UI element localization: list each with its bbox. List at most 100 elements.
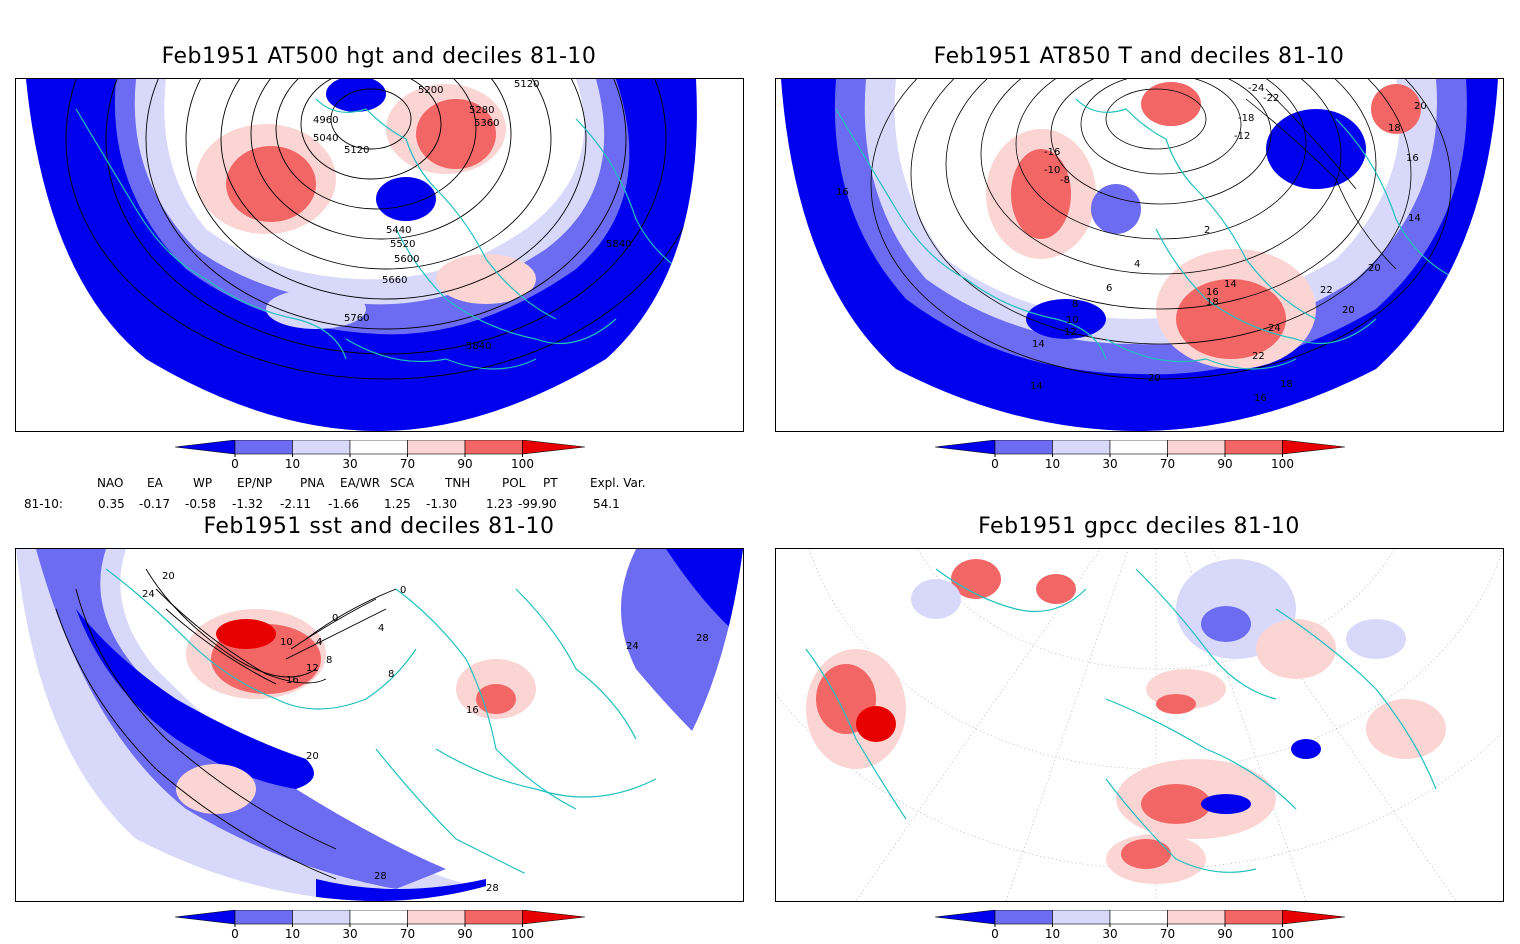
colorbar-segment: [234, 909, 293, 925]
contour-label: 20: [1368, 263, 1381, 274]
colorbar-segment: [292, 909, 351, 925]
contour-label: 24: [142, 589, 155, 600]
contour-label: 16: [1406, 153, 1419, 164]
index-header-tnh: TNH: [445, 476, 471, 490]
index-header-eawr: EA/WR: [340, 476, 381, 490]
contour-label: -8: [1060, 175, 1070, 186]
contour-label: 14: [1032, 339, 1045, 350]
contour-label: 5280: [469, 105, 494, 116]
contour-label: 22: [1320, 285, 1333, 296]
colorbar-segment: [1282, 439, 1346, 455]
contour-label: 16: [286, 675, 299, 686]
index-value-nao: 0.35: [98, 497, 125, 511]
index-header-sca: SCA: [390, 476, 415, 490]
index-header-ea: EA: [147, 476, 163, 490]
contour-label: 8: [388, 669, 394, 680]
colorbar-tick-label: 100: [511, 457, 534, 471]
contour-label: 14: [1408, 213, 1421, 224]
index-value-expl-var: 54.1: [593, 497, 620, 511]
contour-label: 5520: [390, 239, 415, 250]
colorbar-tick-label: 30: [342, 457, 357, 471]
contour-label: 4: [1134, 259, 1140, 270]
contour-label: -18: [1238, 113, 1254, 124]
colorbar-segment: [234, 439, 293, 455]
index-row-label: 81-10:: [24, 497, 63, 511]
map-panel-hgt500: 5120 5200 4960 5280 5040 5360 5120 5440 …: [15, 78, 744, 432]
contour-label: 5120: [514, 79, 539, 90]
contour-label: -10: [1044, 165, 1060, 176]
index-value-sca: 1.25: [384, 497, 411, 511]
contour-label: 24: [1268, 323, 1281, 334]
colorbar-tick-label: 10: [285, 457, 300, 471]
contour-label: 20: [1148, 373, 1161, 384]
index-header-pna: PNA: [300, 476, 325, 490]
panel-title-t850: Feb1951 AT850 T and deciles 81-10: [933, 44, 1345, 69]
colorbar-segment: [292, 439, 351, 455]
colorbar-top-right: 0 10 30 70 90 100: [934, 439, 1346, 472]
colorbar-tick-label: 90: [1217, 457, 1232, 471]
colorbar-segment: [1109, 439, 1168, 455]
contour-label: 5440: [386, 225, 411, 236]
contour-label: 28: [374, 871, 387, 882]
colorbar-tick-label: 10: [1045, 927, 1060, 940]
colorbar-tick-label: 0: [231, 457, 239, 471]
colorbar-segment: [934, 909, 996, 925]
contour-label: 12: [306, 663, 319, 674]
contour-label: 18: [1280, 379, 1293, 390]
index-value-ea: -0.17: [139, 497, 171, 511]
colorbar-segment: [934, 439, 996, 455]
contour-label: 10: [1066, 315, 1079, 326]
colorbar-segment: [407, 439, 466, 455]
colorbar-tick-label: 100: [511, 927, 534, 940]
colorbar-tick-label: 10: [285, 927, 300, 940]
contour-label: 5760: [344, 313, 369, 324]
contour-label: 28: [486, 883, 499, 894]
contour-label: 0: [400, 585, 406, 596]
contour-label: 5840: [466, 341, 491, 352]
contour-label: 16: [466, 705, 479, 716]
colorbar-tick-label: 10: [1045, 457, 1060, 471]
colorbar-segment: [994, 439, 1053, 455]
index-value-pt: -99.90: [518, 497, 557, 511]
contour-label: 5040: [313, 133, 338, 144]
index-value-eawr: -1.66: [328, 497, 360, 511]
colorbar-segment: [464, 439, 523, 455]
contour-label: 5840: [606, 239, 631, 250]
contour-label: -24: [1248, 83, 1264, 94]
contour-label: 16: [1254, 393, 1267, 404]
contour-label: 4960: [313, 115, 338, 126]
colorbar-segment: [174, 439, 236, 455]
colorbar-tick-label: 0: [991, 457, 999, 471]
contour-label: 5120: [344, 145, 369, 156]
contour-label: 5360: [474, 118, 499, 129]
contour-label: 8: [1072, 299, 1078, 310]
colorbar-segment: [1224, 439, 1283, 455]
colorbar-bottom-right: 0 10 30 70 90 100: [934, 909, 1346, 941]
index-value-epnp: -1.32: [232, 497, 264, 511]
index-header-expl-var: Expl. Var.: [590, 476, 646, 490]
colorbar-segment: [522, 909, 586, 925]
colorbar-tick-label: 30: [1102, 927, 1117, 940]
index-value-wp: -0.58: [185, 497, 217, 511]
colorbar-tick-label: 30: [1102, 457, 1117, 471]
colorbar-segment: [464, 909, 523, 925]
contour-label: 5600: [394, 254, 419, 265]
contour-label: 6: [1106, 283, 1112, 294]
colorbar-top-left: 0 10 30 70 90 100: [174, 439, 586, 472]
colorbar-segment: [407, 909, 466, 925]
contour-label: 4: [316, 637, 322, 648]
colorbar-segment: [1167, 439, 1226, 455]
contour-label: 28: [696, 633, 709, 644]
contour-label: 16: [1206, 287, 1219, 298]
colorbar-segment: [522, 439, 586, 455]
colorbar-tick-label: 90: [457, 927, 472, 940]
contour-label: 8: [326, 655, 332, 666]
map-panel-gpcc: [775, 548, 1504, 902]
map-panel-sst: 24 20 0 0 4 10 4 8 12 16 8 20 16 24 28 2…: [15, 548, 744, 902]
contour-label: 10: [280, 637, 293, 648]
contour-label: 5660: [382, 275, 407, 286]
colorbar-segment: [1109, 909, 1168, 925]
colorbar-tick-label: 70: [400, 457, 415, 471]
colorbar-tick-label: 30: [342, 927, 357, 940]
contour-label: -22: [1263, 93, 1279, 104]
